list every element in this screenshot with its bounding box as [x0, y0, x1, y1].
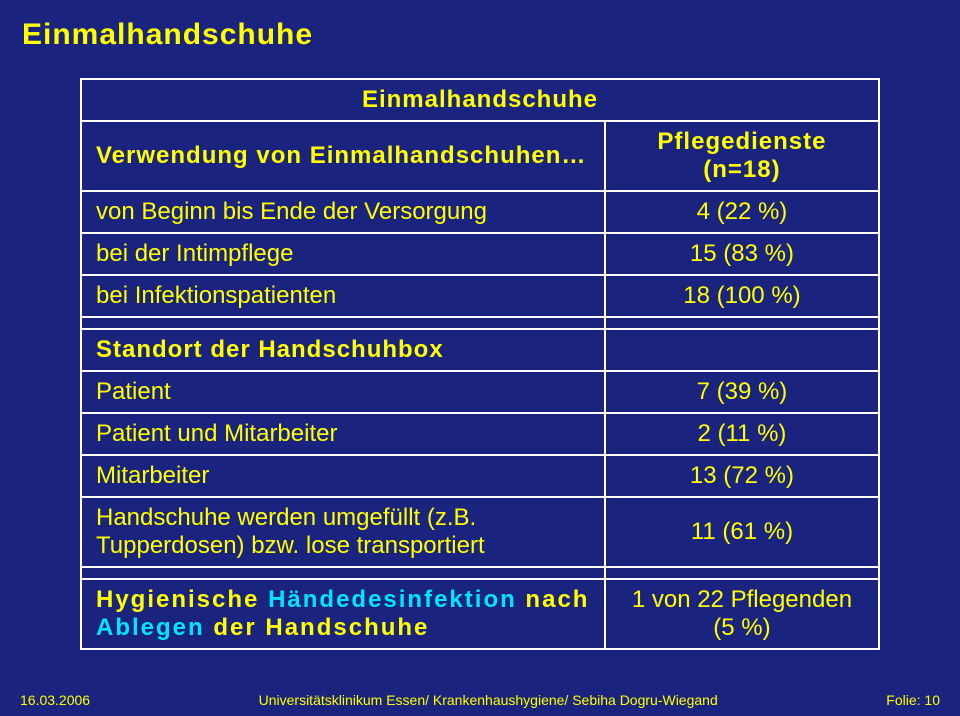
row-value: 2 (11 %): [605, 413, 879, 455]
slide-title: Einmalhandschuhe: [22, 18, 313, 52]
section1-label: Verwendung von Einmalhandschuhen…: [81, 121, 605, 191]
section2-label: Standort der Handschuhbox: [81, 329, 605, 371]
row-label: bei der Intimpflege: [81, 233, 605, 275]
table-row: Hygienische Händedesinfektion nach Ableg…: [81, 579, 879, 649]
row-value: 18 (100 %): [605, 275, 879, 317]
footer-center: Universitätsklinikum Essen/ Krankenhaush…: [259, 692, 718, 708]
table-row: Handschuhe werden umgefüllt (z.B. Tupper…: [81, 497, 879, 567]
spacer-row: [81, 567, 879, 579]
table-row: bei der Intimpflege 15 (83 %): [81, 233, 879, 275]
table-row: Patient 7 (39 %): [81, 371, 879, 413]
footer-date: 16.03.2006: [20, 692, 90, 708]
table-row: bei Infektionspatienten 18 (100 %): [81, 275, 879, 317]
row-value: 1 von 22 Pflegenden (5 %): [605, 579, 879, 649]
row-label: Patient: [81, 371, 605, 413]
row-value: 13 (72 %): [605, 455, 879, 497]
col2-header: Pflegedienste (n=18): [605, 121, 879, 191]
section3-label: Hygienische Händedesinfektion nach Ableg…: [81, 579, 605, 649]
row-label: Handschuhe werden umgefüllt (z.B. Tupper…: [81, 497, 605, 567]
table-row: Patient und Mitarbeiter 2 (11 %): [81, 413, 879, 455]
table-row: von Beginn bis Ende der Versorgung 4 (22…: [81, 191, 879, 233]
spacer-row: [81, 317, 879, 329]
footer: 16.03.2006 Universitätsklinikum Essen/ K…: [0, 692, 960, 708]
row-value: 7 (39 %): [605, 371, 879, 413]
row-label: von Beginn bis Ende der Versorgung: [81, 191, 605, 233]
row-value: 11 (61 %): [605, 497, 879, 567]
row-value: 4 (22 %): [605, 191, 879, 233]
table-main-header: Einmalhandschuhe: [81, 79, 879, 121]
row-label: bei Infektionspatienten: [81, 275, 605, 317]
data-table: Einmalhandschuhe Verwendung von Einmalha…: [80, 78, 880, 650]
empty-cell: [605, 329, 879, 371]
row-label: Mitarbeiter: [81, 455, 605, 497]
table-row: Mitarbeiter 13 (72 %): [81, 455, 879, 497]
slide: Einmalhandschuhe Einmalhandschuhe Verwen…: [0, 0, 960, 716]
row-value: 15 (83 %): [605, 233, 879, 275]
footer-right: Folie: 10: [886, 692, 940, 708]
row-label: Patient und Mitarbeiter: [81, 413, 605, 455]
